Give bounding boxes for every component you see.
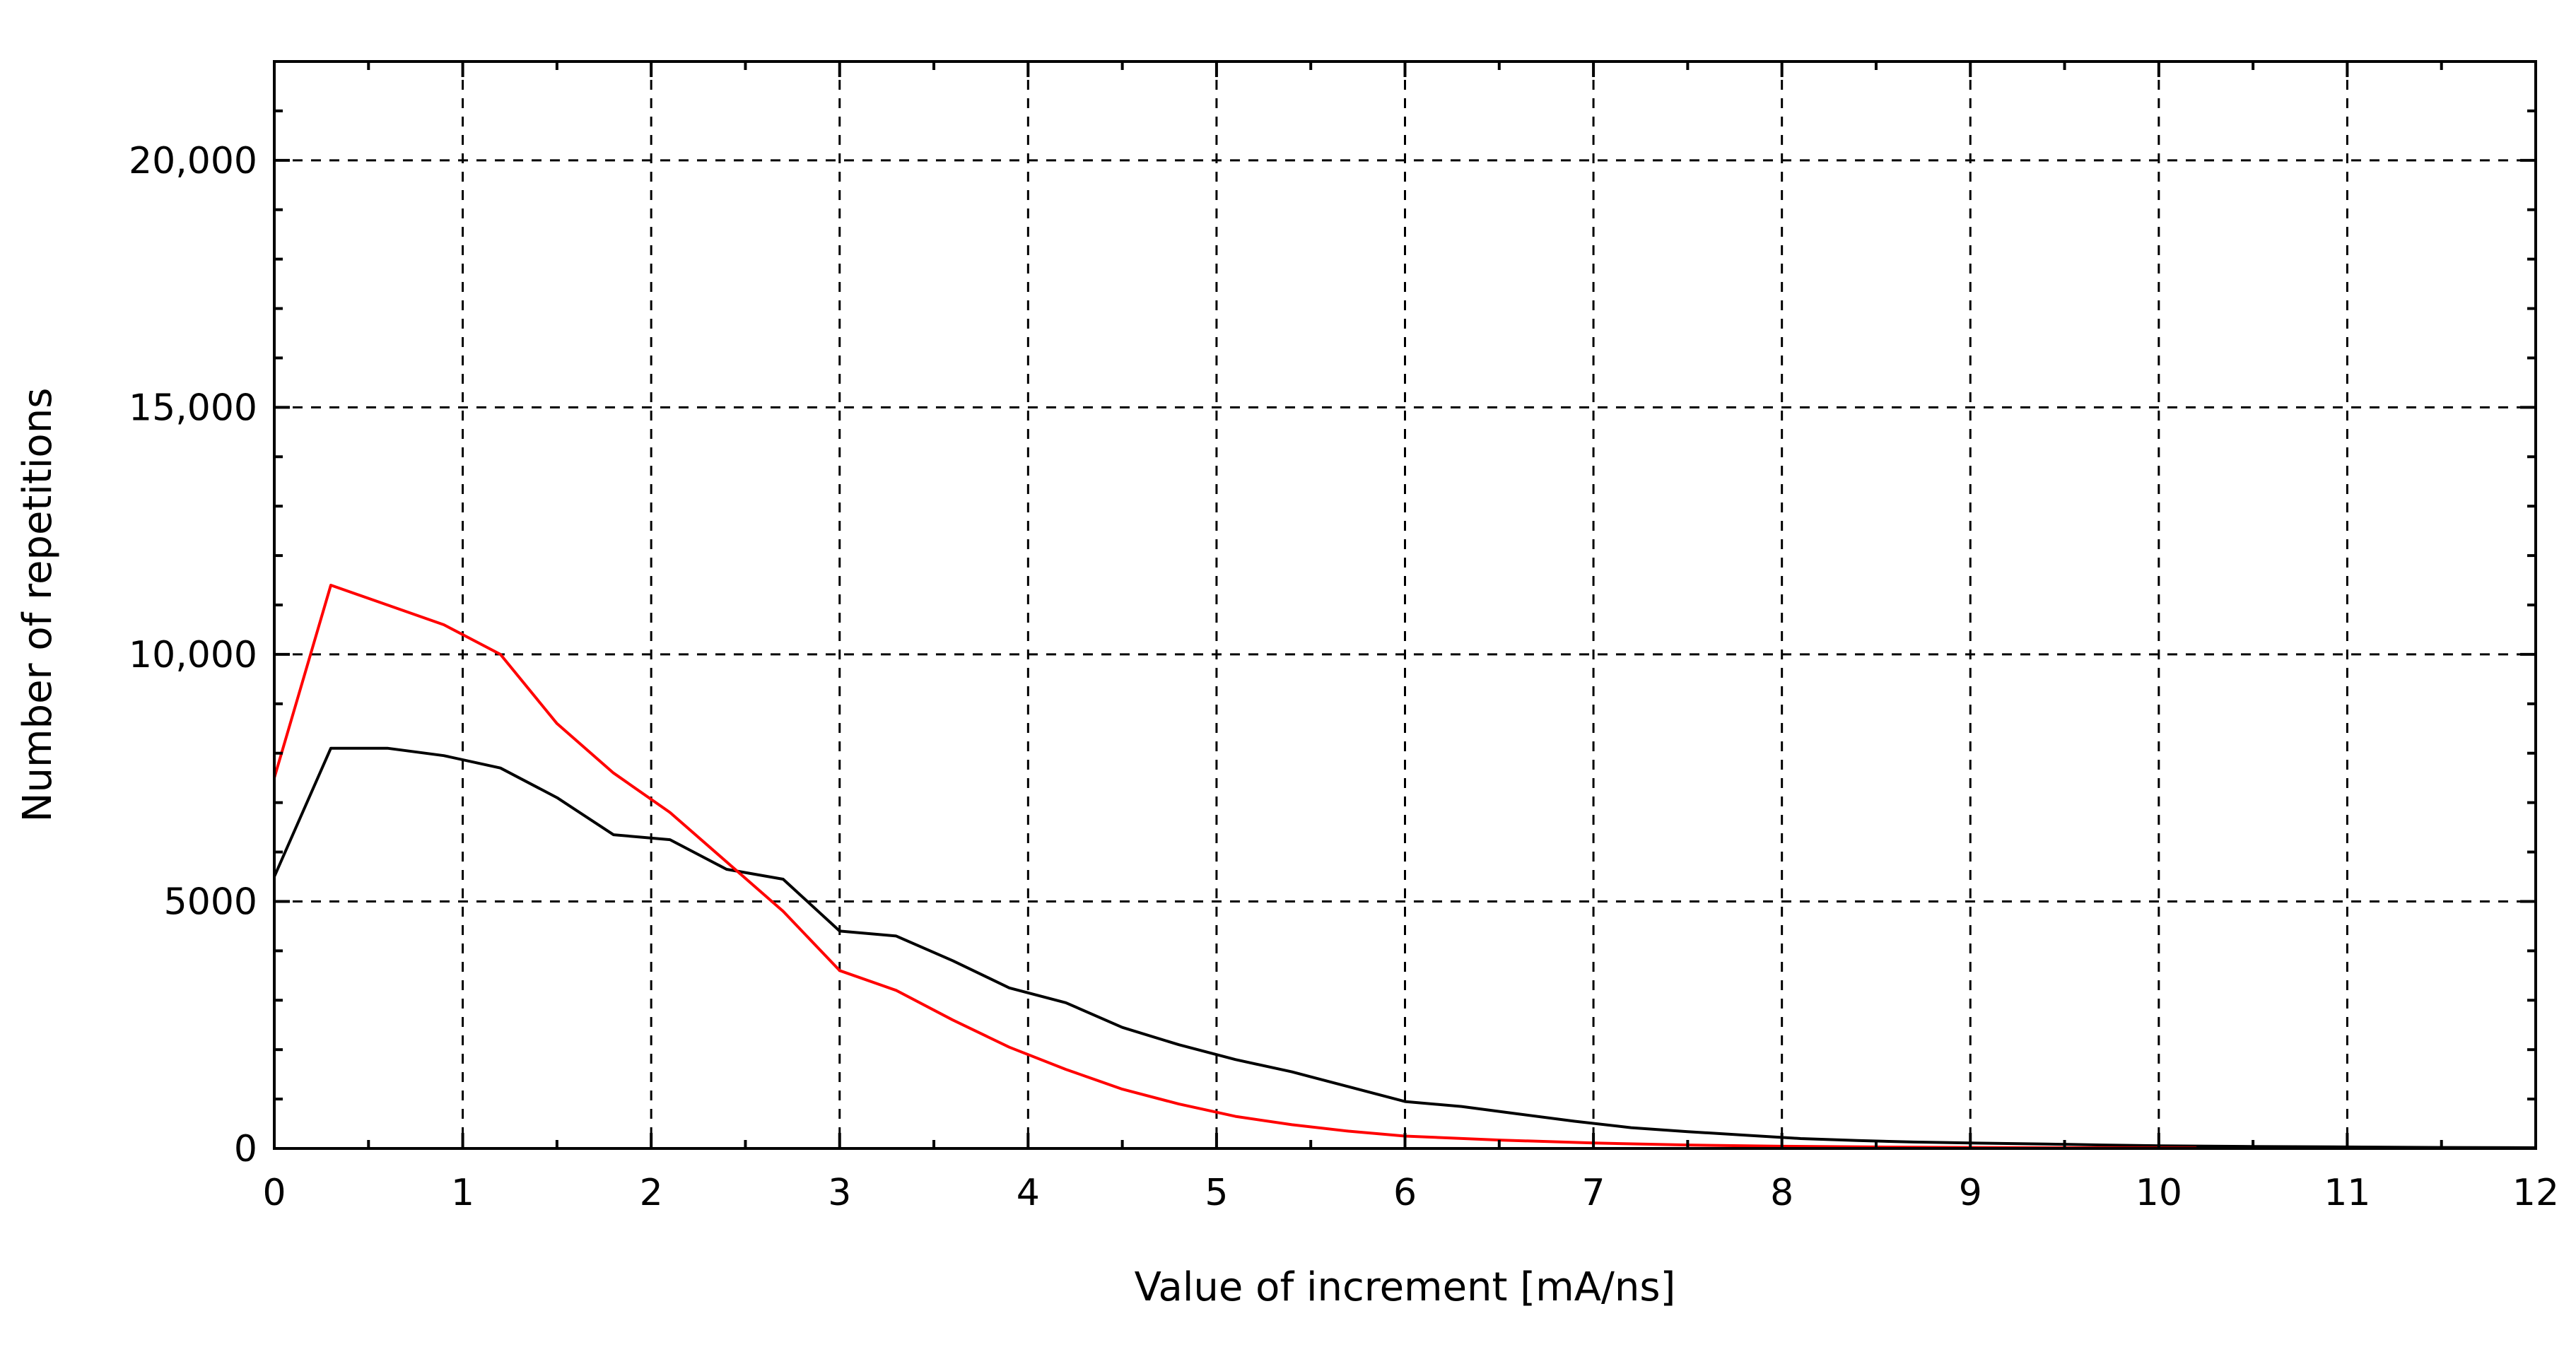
series-line-1 xyxy=(273,746,2536,1149)
series-layer xyxy=(273,584,2536,1150)
axis-ticks xyxy=(273,60,2537,1150)
x-tick-label: 12 xyxy=(2512,1172,2559,1214)
x-tick-label: 6 xyxy=(1393,1172,1417,1214)
x-tick-labels: 0 1 2 3 4 5 6 7 8 9 10 11 12 xyxy=(262,1172,2559,1214)
x-axis-label: Value of increment [mA/ns] xyxy=(1135,1264,1676,1310)
x-tick-label: 11 xyxy=(2324,1172,2370,1214)
x-tick-label: 8 xyxy=(1770,1172,1793,1214)
y-tick-label: 10,000 xyxy=(129,634,257,676)
grid xyxy=(274,61,2536,1148)
x-tick-label: 7 xyxy=(1582,1172,1605,1214)
y-axis-label: Number of repetitions xyxy=(15,388,61,823)
series-line-2 xyxy=(273,584,2197,1150)
x-tick-label: 4 xyxy=(1017,1172,1040,1214)
y-tick-label: 5000 xyxy=(164,881,257,923)
y-tick-labels: 0 5000 10,000 15,000 20,000 xyxy=(129,140,257,1170)
x-tick-label: 9 xyxy=(1959,1172,1982,1214)
x-tick-label: 10 xyxy=(2136,1172,2182,1214)
x-tick-label: 5 xyxy=(1205,1172,1228,1214)
y-tick-label: 0 xyxy=(234,1128,257,1170)
y-tick-label: 15,000 xyxy=(129,387,257,429)
x-tick-label: 3 xyxy=(828,1172,851,1214)
x-tick-label: 2 xyxy=(640,1172,663,1214)
x-tick-label: 0 xyxy=(262,1172,286,1214)
y-tick-label: 20,000 xyxy=(129,140,257,182)
x-tick-label: 1 xyxy=(451,1172,474,1214)
